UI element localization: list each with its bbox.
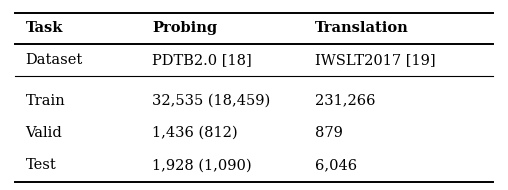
Text: PDTB2.0 [18]: PDTB2.0 [18]	[152, 53, 252, 67]
Text: 1,436 (812): 1,436 (812)	[152, 126, 238, 140]
Text: Train: Train	[25, 94, 65, 108]
Text: 1,928 (1,090): 1,928 (1,090)	[152, 158, 252, 172]
Text: Task: Task	[25, 21, 63, 35]
Text: 6,046: 6,046	[315, 158, 357, 172]
Text: Translation: Translation	[315, 21, 409, 35]
Text: Valid: Valid	[25, 126, 62, 140]
Text: IWSLT2017 [19]: IWSLT2017 [19]	[315, 53, 435, 67]
Text: 32,535 (18,459): 32,535 (18,459)	[152, 94, 271, 108]
Text: Test: Test	[25, 158, 56, 172]
Text: Dataset: Dataset	[25, 53, 83, 67]
Text: 879: 879	[315, 126, 343, 140]
Text: 231,266: 231,266	[315, 94, 375, 108]
Text: Probing: Probing	[152, 21, 217, 35]
